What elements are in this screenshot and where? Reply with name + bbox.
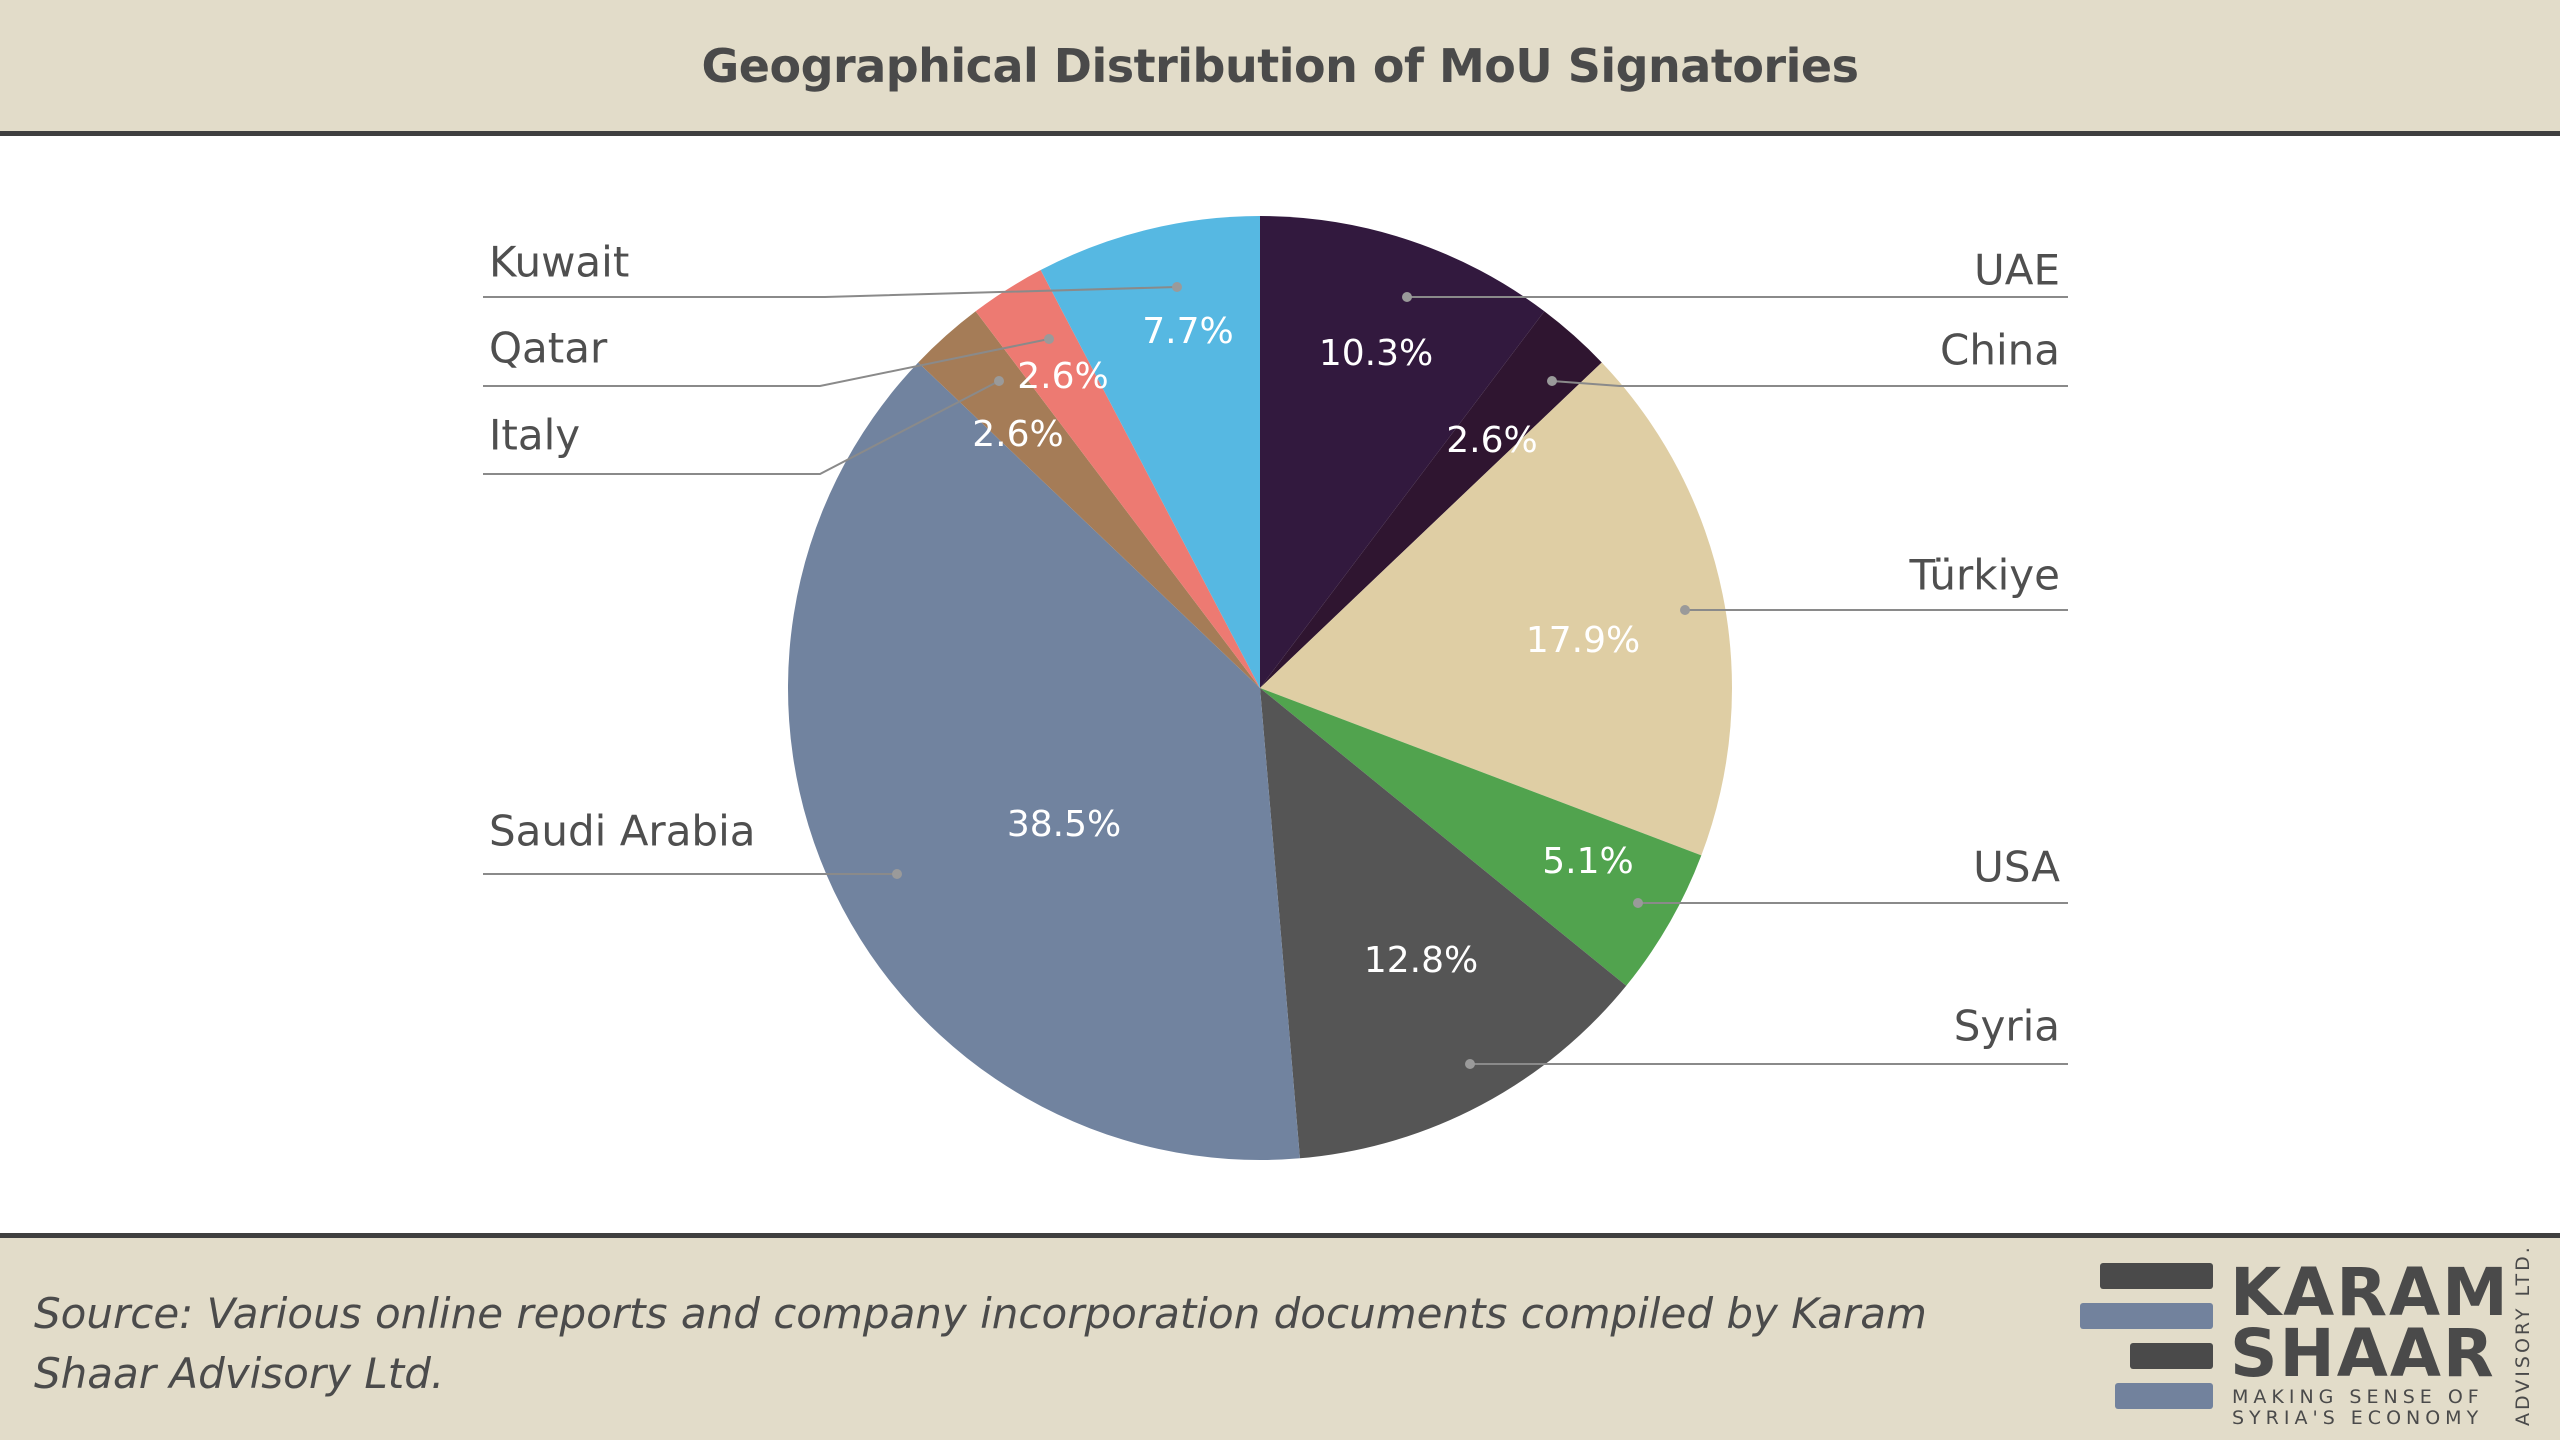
pie-category-label: USA [1973,843,2060,892]
logo-bar-4 [2115,1383,2213,1409]
pie-slice-usa [1260,688,1702,986]
pie-category-label: Italy [489,411,580,460]
leader-line-kuwait [483,286,1178,298]
logo-tagline-2: SYRIA'S ECONOMY [2232,1407,2484,1429]
chart-footer: Source: Various online reports and compa… [0,1233,2560,1440]
pie-percent-label: 12.8% [1364,940,1478,981]
pie-percent-label: 17.9% [1526,620,1640,661]
leader-dot [1172,282,1182,292]
leader-dot [1680,605,1690,615]
pie-slice-italy [918,311,1260,688]
pie-percent-label: 2.6% [972,414,1063,455]
pie-percent-label: 38.5% [1007,804,1121,845]
karam-shaar-logo: KARAM SHAAR MAKING SENSE OF SYRIA'S ECON… [2075,1244,2545,1429]
pie-slice-syria [1260,688,1627,1159]
pie-slice-saudi-arabia [787,362,1300,1161]
leader-dot [1044,334,1054,344]
pie-slice-kuwait [1040,216,1260,688]
pie-category-label: China [1940,326,2060,375]
pie-slice-uae [1260,216,1545,688]
pie-slice-china [1260,311,1602,688]
leader-line-italy [483,380,1000,475]
logo-bar-2 [2080,1303,2213,1329]
logo-bar-1 [2100,1263,2213,1289]
chart-title: Geographical Distribution of MoU Signato… [701,38,1859,93]
pie-category-label: UAE [1974,246,2060,295]
leader-line-china [1551,380,2068,387]
leader-dot [1465,1059,1475,1069]
pie-category-label: Qatar [489,324,608,373]
pie-percent-label: 10.3% [1319,333,1433,374]
pie-percent-label: 7.7% [1142,311,1233,352]
leader-dot [1633,898,1643,908]
pie-category-label: Saudi Arabia [489,807,756,856]
logo-bar-3 [2130,1343,2213,1369]
pie-percent-label: 5.1% [1542,841,1633,882]
chart-header: Geographical Distribution of MoU Signato… [0,0,2560,136]
leader-dot [892,869,902,879]
logo-word-karam: KARAM [2230,1254,2510,1331]
pie-category-label: Türkiye [1909,551,2060,600]
chart-area: 10.3% 2.6% 17.9% 5.1% 12.8% 38.5% 2.6% 2.6% 7.7%… [0,136,2560,1233]
leader-line-qatar [483,338,1050,387]
pie-percent-label: 2.6% [1446,420,1537,461]
leader-dot [1547,376,1557,386]
pie-category-label: Kuwait [489,238,629,287]
source-note: Source: Various online reports and compa… [34,1289,1927,1398]
pie-chart: 10.3% 2.6% 17.9% 5.1% 12.8% 38.5% 2.6% 2.6% 7.7%… [483,216,2068,1161]
logo-advisory: ADVISORY LTD. [2512,1244,2534,1426]
pie-slice-qatar [975,270,1260,688]
leader-dot [994,376,1004,386]
logo-tagline-1: MAKING SENSE OF [2232,1386,2484,1408]
pie-category-label: Syria [1954,1002,2060,1051]
pie-percent-label: 2.6% [1017,356,1108,397]
leader-dot [1402,292,1412,302]
logo-word-shaar: SHAAR [2230,1315,2496,1392]
pie-slice-t-rkiye [1260,362,1733,856]
